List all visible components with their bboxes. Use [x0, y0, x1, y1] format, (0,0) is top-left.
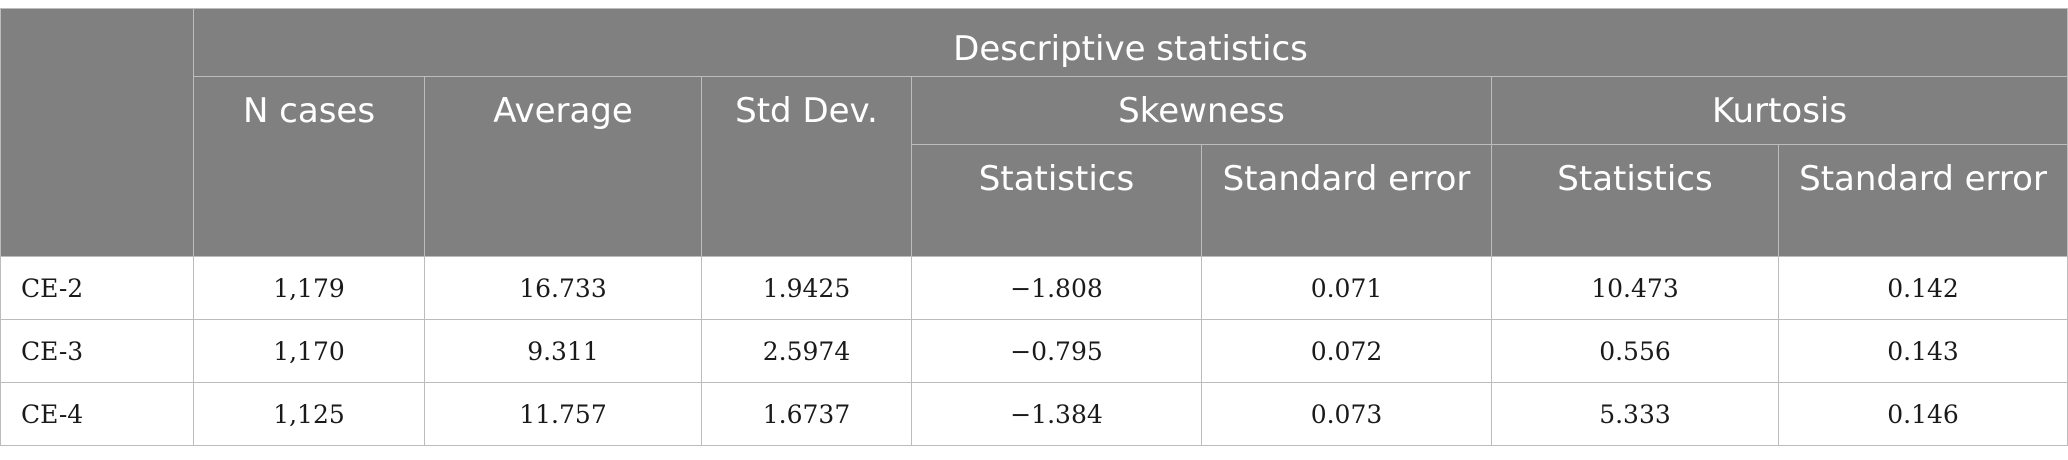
header-kurtosis: Kurtosis: [1490, 76, 2068, 145]
cell-kurtosis-standard-error: 0.146: [1777, 382, 2068, 446]
descriptive-statistics-table-container: Descriptive statistics N cases Average S…: [0, 8, 2068, 446]
cell-skewness-statistics: −0.795: [911, 319, 1202, 383]
header-std-dev: Std Dev.: [701, 76, 912, 257]
cell-skewness-statistics: −1.808: [911, 256, 1202, 320]
table-row: CE-2 1,179 16.733 1.9425 −1.808 0.071 10…: [0, 256, 2068, 320]
cell-skewness-standard-error: 0.072: [1201, 319, 1492, 383]
header-skewness-standard-error: Standard error: [1201, 144, 1492, 257]
corner-header-cell: [0, 8, 194, 257]
header-average: Average: [424, 76, 702, 257]
cell-kurtosis-standard-error: 0.143: [1777, 319, 2068, 383]
cell-average: 9.311: [424, 319, 702, 383]
cell-std-dev: 1.9425: [701, 256, 912, 320]
cell-skewness-statistics: −1.384: [911, 382, 1202, 446]
row-label: CE-4: [0, 382, 194, 446]
header-skewness: Skewness: [911, 76, 1492, 145]
row-label: CE-3: [0, 319, 194, 383]
cell-kurtosis-statistics: 0.556: [1491, 319, 1779, 383]
cell-n-cases: 1,170: [193, 319, 425, 383]
cell-kurtosis-statistics: 5.333: [1491, 382, 1779, 446]
header-skewness-statistics: Statistics: [911, 144, 1202, 257]
cell-skewness-standard-error: 0.071: [1201, 256, 1492, 320]
group-header-descriptive-statistics: Descriptive statistics: [192, 8, 2068, 77]
cell-n-cases: 1,179: [193, 256, 425, 320]
cell-std-dev: 2.5974: [701, 319, 912, 383]
cell-std-dev: 1.6737: [701, 382, 912, 446]
cell-n-cases: 1,125: [193, 382, 425, 446]
header-kurtosis-statistics: Statistics: [1491, 144, 1779, 257]
header-n-cases: N cases: [193, 76, 425, 257]
cell-skewness-standard-error: 0.073: [1201, 382, 1492, 446]
cell-average: 11.757: [424, 382, 702, 446]
descriptive-statistics-table: Descriptive statistics N cases Average S…: [0, 8, 2068, 446]
cell-kurtosis-standard-error: 0.142: [1777, 256, 2068, 320]
cell-kurtosis-statistics: 10.473: [1491, 256, 1779, 320]
table-row: CE-3 1,170 9.311 2.5974 −0.795 0.072 0.5…: [0, 319, 2068, 383]
table-row: CE-4 1,125 11.757 1.6737 −1.384 0.073 5.…: [0, 382, 2068, 446]
header-kurtosis-standard-error: Standard error: [1777, 144, 2068, 257]
row-label: CE-2: [0, 256, 194, 320]
cell-average: 16.733: [424, 256, 702, 320]
